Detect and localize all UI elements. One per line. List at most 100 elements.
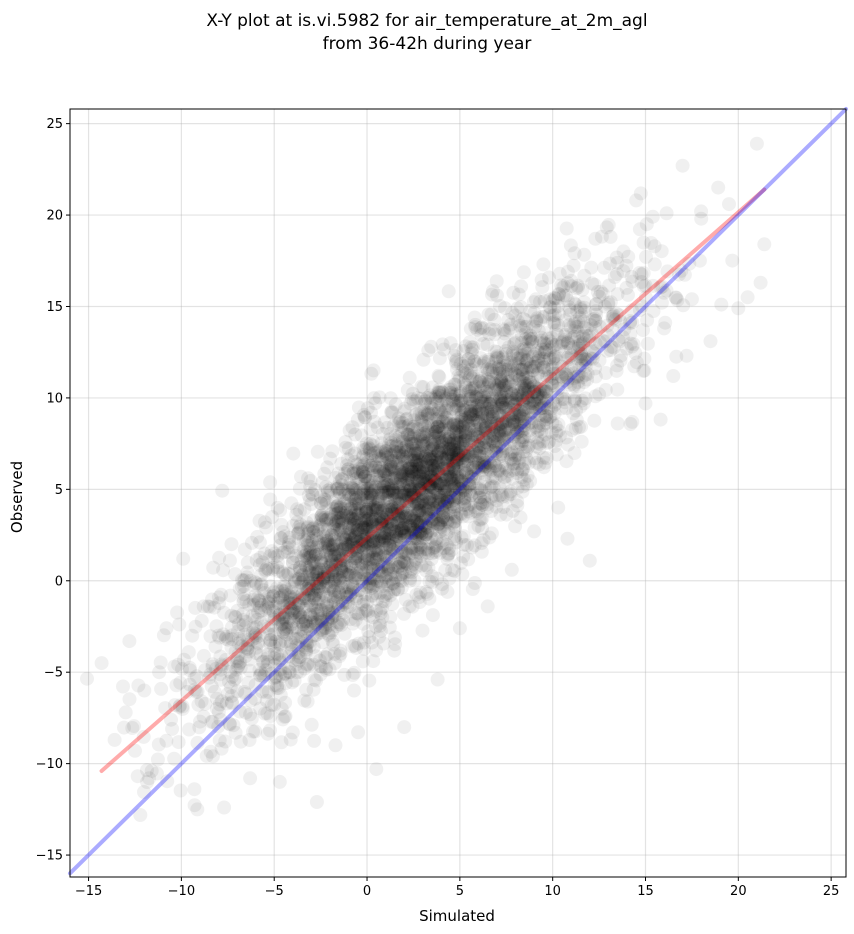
scatter-point — [451, 393, 466, 408]
scatter-point — [658, 315, 673, 330]
scatter-point — [408, 552, 423, 567]
scatter-point — [497, 386, 512, 401]
scatter-point — [379, 526, 394, 541]
scatter-point — [421, 441, 436, 456]
scatter-point — [356, 567, 371, 582]
scatter-point — [405, 497, 420, 512]
scatter-point — [505, 346, 520, 361]
scatter-point — [372, 528, 387, 543]
scatter-point — [308, 565, 323, 580]
scatter-point — [332, 513, 347, 527]
scatter-point — [592, 387, 607, 402]
scatter-point — [517, 415, 532, 430]
scatter-point — [409, 456, 424, 471]
scatter-point — [478, 394, 493, 408]
scatter-point — [441, 546, 456, 561]
scatter-point — [218, 631, 233, 646]
scatter-point — [549, 433, 563, 448]
scatter-point — [315, 623, 330, 637]
scatter-point — [356, 465, 370, 480]
scatter-point — [321, 511, 336, 526]
scatter-point — [474, 371, 489, 386]
scatter-point — [389, 506, 404, 521]
scatter-point — [460, 502, 475, 516]
scatter-point — [393, 473, 408, 488]
scatter-point — [254, 615, 269, 630]
scatter-point — [573, 337, 588, 352]
scatter-point — [410, 531, 425, 546]
scatter-point — [467, 500, 482, 515]
y-tick-label: 25 — [46, 117, 63, 132]
scatter-point — [422, 591, 437, 606]
scatter-point — [322, 617, 337, 632]
scatter-point — [334, 516, 349, 531]
scatter-point — [304, 556, 319, 571]
scatter-point — [392, 445, 407, 460]
scatter-point — [451, 447, 465, 462]
scatter-point — [449, 420, 464, 435]
scatter-point — [465, 582, 480, 596]
scatter-point — [343, 501, 358, 516]
scatter-point — [547, 349, 562, 364]
scatter-point — [273, 638, 288, 653]
scatter-point — [376, 466, 391, 481]
scatter-point — [193, 714, 207, 729]
scatter-point — [364, 534, 379, 549]
scatter-point — [424, 552, 439, 567]
scatter-point — [417, 403, 432, 418]
scatter-point — [339, 587, 354, 602]
scatter-point — [448, 402, 463, 417]
scatter-point — [443, 380, 458, 395]
scatter-point — [573, 399, 588, 414]
scatter-point — [412, 461, 426, 476]
scatter-point — [333, 603, 348, 617]
scatter-point — [467, 381, 482, 396]
scatter-point — [489, 499, 504, 514]
scatter-point — [703, 334, 718, 349]
scatter-point — [421, 451, 436, 466]
scatter-point — [488, 458, 503, 473]
scatter-point — [355, 654, 370, 669]
scatter-point — [485, 449, 499, 464]
scatter-point — [416, 436, 431, 451]
scatter-point — [366, 654, 381, 669]
scatter-point — [205, 592, 219, 607]
scatter-point — [418, 426, 433, 441]
scatter-point — [366, 363, 381, 378]
scatter-point — [536, 383, 550, 398]
scatter-point — [588, 369, 603, 384]
scatter-point — [297, 572, 311, 587]
scatter-point — [350, 533, 365, 548]
scatter-point — [196, 648, 211, 663]
scatter-point — [414, 494, 428, 509]
scatter-point — [377, 534, 392, 549]
scatter-point — [403, 513, 418, 528]
scatter-point — [380, 490, 395, 505]
scatter-point — [532, 353, 547, 368]
scatter-point — [212, 596, 227, 611]
scatter-point — [424, 339, 439, 354]
scatter-point — [402, 461, 417, 476]
scatter-point — [327, 585, 342, 600]
scatter-point — [372, 565, 387, 580]
scatter-point — [616, 264, 631, 279]
scatter-point — [406, 436, 421, 451]
scatter-point — [377, 530, 392, 545]
scatter-point — [337, 605, 352, 620]
scatter-point — [563, 307, 578, 322]
scatter-point — [324, 554, 338, 569]
scatter-point — [414, 411, 429, 426]
scatter-point — [209, 691, 224, 706]
scatter-point — [399, 546, 414, 561]
scatter-point — [340, 508, 354, 523]
scatter-point — [434, 385, 449, 399]
scatter-point — [477, 491, 492, 506]
scatter-point — [307, 733, 322, 748]
scatter-point — [489, 345, 504, 359]
scatter-point — [383, 609, 398, 624]
scatter-point — [503, 451, 518, 466]
scatter-point — [467, 310, 482, 325]
scatter-point — [291, 653, 306, 668]
scatter-point — [480, 372, 495, 387]
scatter-point — [430, 486, 445, 501]
